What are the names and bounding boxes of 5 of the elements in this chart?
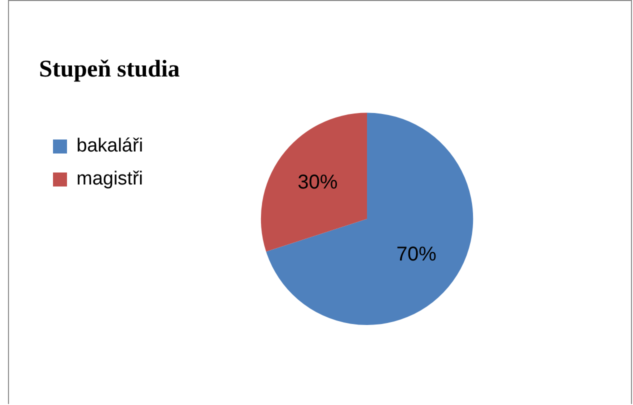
data-label: 30% — [298, 172, 338, 194]
data-label: 70% — [396, 243, 437, 266]
chart-title: Stupeň studia — [39, 56, 180, 83]
legend-label: bakaláři — [76, 136, 144, 157]
legend-label: magistři — [76, 168, 144, 190]
